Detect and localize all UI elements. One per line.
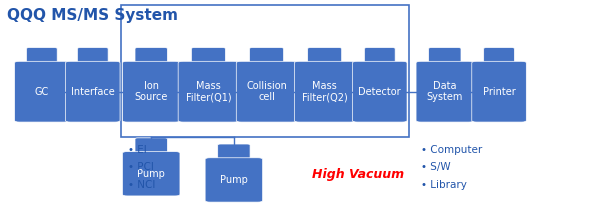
FancyBboxPatch shape — [416, 61, 474, 122]
Text: • Library: • Library — [421, 180, 467, 190]
Text: QQQ MS/MS System: QQQ MS/MS System — [7, 7, 178, 22]
Text: High Vacuum: High Vacuum — [312, 168, 404, 181]
FancyBboxPatch shape — [26, 48, 57, 64]
FancyBboxPatch shape — [14, 61, 69, 122]
FancyBboxPatch shape — [135, 48, 167, 64]
FancyBboxPatch shape — [364, 48, 395, 64]
FancyBboxPatch shape — [205, 158, 262, 202]
Text: Mass
Filter(Q2): Mass Filter(Q2) — [302, 81, 347, 103]
Text: Pump: Pump — [220, 175, 248, 185]
FancyBboxPatch shape — [122, 61, 180, 122]
Text: Pump: Pump — [137, 169, 165, 179]
Text: Ion
Source: Ion Source — [134, 81, 168, 103]
Text: Interface: Interface — [71, 87, 114, 97]
Bar — [121, 5, 409, 137]
FancyBboxPatch shape — [483, 48, 514, 64]
Text: • EI: • EI — [128, 145, 147, 155]
FancyBboxPatch shape — [294, 61, 355, 122]
FancyBboxPatch shape — [353, 61, 407, 122]
FancyBboxPatch shape — [218, 144, 250, 160]
Text: Mass
Filter(Q1): Mass Filter(Q1) — [185, 81, 231, 103]
Text: • PCI: • PCI — [128, 162, 154, 172]
FancyBboxPatch shape — [122, 152, 180, 196]
FancyBboxPatch shape — [472, 61, 526, 122]
FancyBboxPatch shape — [191, 48, 225, 64]
Text: • NCI: • NCI — [128, 180, 156, 190]
FancyBboxPatch shape — [78, 48, 108, 64]
FancyBboxPatch shape — [66, 61, 120, 122]
FancyBboxPatch shape — [236, 61, 297, 122]
Text: GC: GC — [35, 87, 49, 97]
Text: Detector: Detector — [358, 87, 401, 97]
FancyBboxPatch shape — [250, 48, 284, 64]
FancyBboxPatch shape — [135, 138, 167, 154]
Text: Data
System: Data System — [427, 81, 463, 103]
FancyBboxPatch shape — [429, 48, 461, 64]
FancyBboxPatch shape — [308, 48, 342, 64]
Text: Collision
cell: Collision cell — [246, 81, 287, 103]
Text: • S/W: • S/W — [421, 162, 450, 172]
FancyBboxPatch shape — [178, 61, 238, 122]
Text: Printer: Printer — [483, 87, 515, 97]
Text: • Computer: • Computer — [421, 145, 482, 155]
